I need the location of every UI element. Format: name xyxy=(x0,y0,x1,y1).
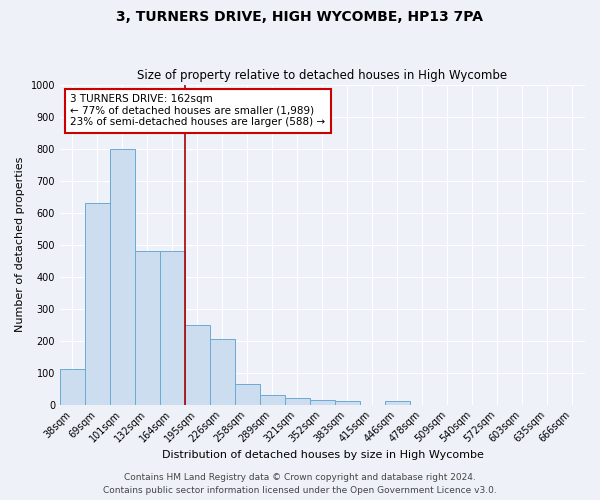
Bar xyxy=(260,395,285,404)
Bar xyxy=(285,398,310,404)
Bar xyxy=(210,339,235,404)
Bar xyxy=(235,384,260,404)
Bar xyxy=(385,400,410,404)
Bar xyxy=(185,324,210,404)
Text: Contains HM Land Registry data © Crown copyright and database right 2024.
Contai: Contains HM Land Registry data © Crown c… xyxy=(103,474,497,495)
Text: 3 TURNERS DRIVE: 162sqm
← 77% of detached houses are smaller (1,989)
23% of semi: 3 TURNERS DRIVE: 162sqm ← 77% of detache… xyxy=(70,94,326,128)
Bar xyxy=(60,370,85,404)
Text: 3, TURNERS DRIVE, HIGH WYCOMBE, HP13 7PA: 3, TURNERS DRIVE, HIGH WYCOMBE, HP13 7PA xyxy=(116,10,484,24)
Bar xyxy=(335,402,360,404)
Y-axis label: Number of detached properties: Number of detached properties xyxy=(15,157,25,332)
Bar xyxy=(160,251,185,404)
Bar xyxy=(135,251,160,404)
Bar xyxy=(310,400,335,404)
Title: Size of property relative to detached houses in High Wycombe: Size of property relative to detached ho… xyxy=(137,69,508,82)
X-axis label: Distribution of detached houses by size in High Wycombe: Distribution of detached houses by size … xyxy=(161,450,484,460)
Bar xyxy=(85,203,110,404)
Bar xyxy=(110,148,135,404)
